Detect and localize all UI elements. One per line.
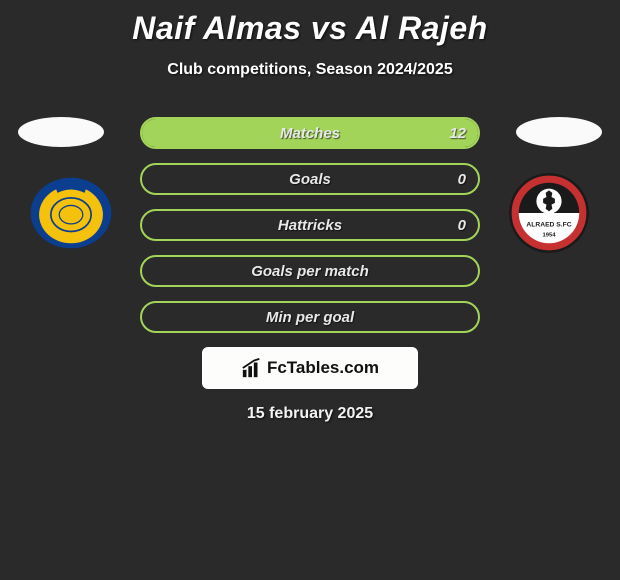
club-crest-left — [22, 171, 120, 255]
stat-label: Goals per match — [142, 257, 478, 285]
brand-label: FcTables.com — [267, 358, 379, 378]
player-photo-right — [516, 117, 602, 147]
stat-label: Min per goal — [142, 303, 478, 331]
stat-row: Matches12 — [140, 117, 480, 149]
subtitle: Club competitions, Season 2024/2025 — [0, 61, 620, 79]
comparison-panel: ALRAED S.FC 1954 Matches12Goals0Hattrick… — [0, 117, 620, 423]
stat-right-value: 12 — [449, 119, 466, 147]
svg-text:ALRAED S.FC: ALRAED S.FC — [526, 221, 571, 228]
stat-label: Hattricks — [142, 211, 478, 239]
player-photo-left — [18, 117, 104, 147]
page-title: Naif Almas vs Al Rajeh — [0, 0, 620, 47]
stat-row: Goals0 — [140, 163, 480, 195]
stat-row: Hattricks0 — [140, 209, 480, 241]
stat-right-value: 0 — [458, 211, 466, 239]
stat-right-value: 0 — [458, 165, 466, 193]
stat-row: Goals per match — [140, 255, 480, 287]
brand-box[interactable]: FcTables.com — [202, 347, 418, 389]
stat-rows: Matches12Goals0Hattricks0Goals per match… — [140, 117, 480, 333]
club-crest-right: ALRAED S.FC 1954 — [500, 171, 598, 255]
bars-icon — [241, 357, 263, 379]
stat-label: Matches — [142, 119, 478, 147]
update-date: 15 february 2025 — [0, 405, 620, 423]
stat-row: Min per goal — [140, 301, 480, 333]
svg-text:1954: 1954 — [542, 233, 556, 239]
stat-label: Goals — [142, 165, 478, 193]
